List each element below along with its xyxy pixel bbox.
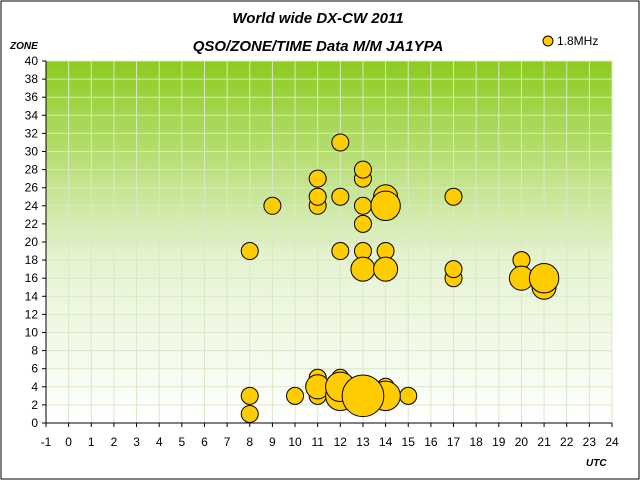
x-tick-label: 7 — [224, 435, 231, 449]
y-tick-label: 34 — [25, 108, 39, 122]
legend-label: 1.8MHz — [557, 34, 598, 48]
y-tick-label: 8 — [31, 344, 38, 358]
x-tick-label: 6 — [201, 435, 208, 449]
y-axis-title: ZONE — [9, 41, 38, 52]
y-tick-label: 40 — [25, 54, 39, 68]
x-tick-label: 21 — [537, 435, 551, 449]
x-tick-label: 17 — [447, 435, 461, 449]
y-tick-label: 20 — [25, 235, 39, 249]
x-tick-label: 12 — [334, 435, 348, 449]
x-tick-labels: -1 0 1 2 3 4 5 6 7 8 9 10 11 12 13 14 15 16 17 18 19 20 21 22 23… — [41, 423, 619, 449]
y-tick-label: 38 — [25, 72, 39, 86]
x-axis-title: UTC — [586, 458, 607, 469]
x-tick-label: 14 — [379, 435, 393, 449]
legend-marker — [542, 35, 554, 47]
x-tick-label: -1 — [41, 435, 52, 449]
bubble-point — [353, 196, 372, 215]
bubble-point — [286, 386, 305, 405]
bubble-point — [331, 133, 350, 152]
bubble-point — [240, 386, 259, 405]
bubble-point — [528, 262, 560, 294]
bubble-series — [240, 133, 560, 423]
bubble-point — [331, 187, 350, 206]
x-tick-label: 15 — [402, 435, 416, 449]
y-tick-label: 6 — [31, 362, 38, 376]
bubble-point — [399, 386, 418, 405]
x-tick-label: 24 — [605, 435, 619, 449]
x-tick-label: 13 — [356, 435, 370, 449]
bubble-point — [350, 256, 376, 282]
bubble-point — [444, 260, 463, 279]
x-tick-label: 2 — [111, 435, 118, 449]
x-tick-label: 5 — [178, 435, 185, 449]
x-tick-label: 9 — [269, 435, 276, 449]
bubble-point — [373, 256, 399, 282]
bubble-point — [353, 214, 372, 233]
x-tick-label: 3 — [133, 435, 140, 449]
grid-lines — [46, 60, 613, 423]
x-tick-label: 11 — [311, 435, 324, 449]
chart-subtitle: QSO/ZONE/TIME Data M/M JA1YPA — [193, 38, 444, 55]
bubble-point — [444, 187, 463, 206]
y-tick-label: 4 — [31, 380, 38, 394]
y-tick-label: 12 — [25, 307, 39, 321]
y-tick-label: 22 — [25, 217, 39, 231]
x-tick-label: 8 — [246, 435, 253, 449]
x-tick-label: 0 — [65, 435, 72, 449]
y-tick-label: 32 — [25, 126, 39, 140]
chart-title: World wide DX-CW 2011 — [232, 10, 403, 27]
y-tick-label: 36 — [25, 90, 39, 104]
y-tick-label: 18 — [25, 253, 39, 267]
y-tick-label: 28 — [25, 163, 39, 177]
y-tick-label: 16 — [25, 271, 39, 285]
x-tick-label: 18 — [469, 435, 483, 449]
y-tick-label: 26 — [25, 181, 39, 195]
bubble-point — [240, 404, 259, 423]
y-tick-label: 30 — [25, 145, 39, 159]
bubble-point — [308, 187, 327, 206]
x-tick-label: 10 — [288, 435, 302, 449]
y-tick-label: 10 — [25, 326, 39, 340]
x-tick-label: 19 — [492, 435, 506, 449]
x-tick-label: 16 — [424, 435, 438, 449]
bubble-point — [331, 242, 350, 261]
x-tick-label: 22 — [560, 435, 574, 449]
y-tick-label: 24 — [25, 199, 39, 213]
x-tick-label: 4 — [156, 435, 163, 449]
bubble-point — [263, 196, 282, 215]
y-tick-label: 2 — [31, 398, 38, 412]
bubble-point — [240, 242, 259, 261]
bubble-point — [308, 169, 327, 188]
x-tick-label: 23 — [583, 435, 597, 449]
x-tick-label: 20 — [515, 435, 529, 449]
y-tick-label: 14 — [25, 289, 39, 303]
x-tick-label: 1 — [88, 435, 95, 449]
bubble-point — [370, 190, 401, 222]
bubble-point — [341, 374, 385, 418]
legend: 1.8MHz — [542, 34, 598, 48]
y-tick-label: 0 — [31, 416, 38, 430]
bubble-point — [353, 160, 372, 179]
